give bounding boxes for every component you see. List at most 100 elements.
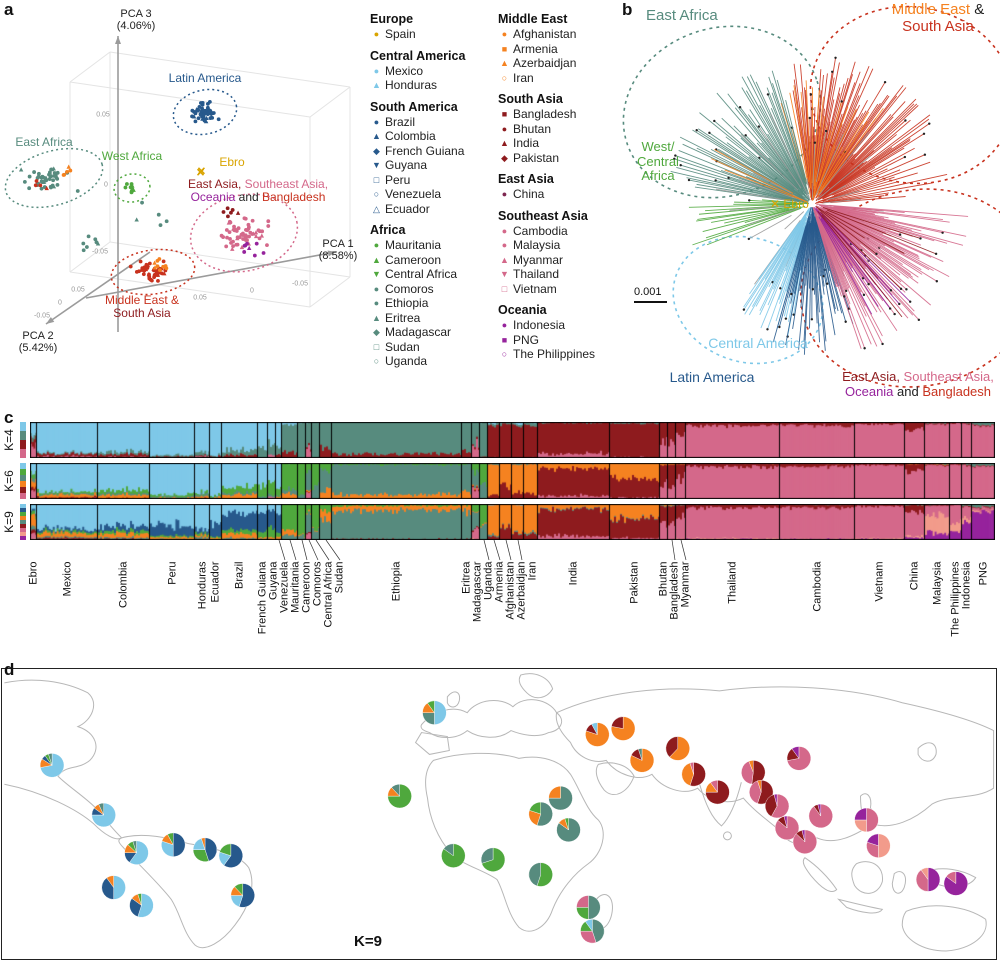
circle-marker-icon: ● (501, 320, 508, 330)
legend-item-label: India (513, 136, 540, 150)
legend-item: ● Indonesia (498, 318, 595, 333)
world-map (4, 673, 995, 952)
circle-marker-icon: ● (373, 65, 380, 76)
legend-item-label: China (513, 187, 545, 201)
triangle-down-marker-icon: ▼ (500, 269, 509, 279)
pie-chart-mexico (39, 753, 65, 778)
pie-chart-china (786, 746, 811, 771)
pie-chart-vietnam (808, 803, 833, 829)
legend-item-label: Iran (513, 70, 534, 85)
square-marker-icon: ■ (501, 43, 508, 54)
pie-chart-myanmar (765, 793, 790, 819)
legend-item-label: Central Africa (385, 267, 458, 281)
triangle-open-marker-icon: △ (373, 203, 380, 214)
legend-item-label: Mexico (385, 63, 424, 78)
pie-chart-armenia (585, 722, 610, 747)
legend-item-label: Madagascar (385, 325, 452, 339)
legend-group-title: Oceania (498, 303, 547, 317)
pca-cluster-gold (196, 167, 205, 176)
legend-group-east-asia: East Asia ● China (498, 172, 595, 202)
panel-label-b: b (622, 0, 633, 19)
circle-marker-icon: ● (373, 29, 380, 39)
pie-chart-bhutan (741, 760, 766, 785)
k-components-strip (20, 422, 26, 458)
triangle-marker-icon: ▲ (372, 131, 381, 141)
pca-plot (4, 36, 351, 332)
pie-chart-pakistan (681, 762, 706, 787)
tree-branch-group-orange (780, 80, 884, 201)
country-label: Iran (526, 561, 539, 581)
panel-label-a: a (4, 0, 14, 19)
legend-item-label: Sudan (385, 339, 420, 354)
tree-branch-group-darkblue (772, 207, 854, 355)
country-label: Malaysia (931, 561, 943, 605)
pie-chart-brazil (230, 883, 255, 908)
legend-item: ● Afghanistan (498, 27, 595, 42)
pca-cluster-magenta (242, 241, 266, 258)
legend-group-title: Southeast Asia (498, 208, 588, 223)
country-label: PNG (977, 561, 989, 586)
triangle-marker-icon: ▲ (372, 80, 381, 90)
pie-chart-guyana (192, 837, 218, 862)
triangle-marker-icon: ▲ (500, 254, 509, 265)
country-label: Mexico (61, 561, 73, 597)
circle-marker-icon: ● (501, 189, 508, 199)
pie-chart-png (943, 871, 968, 896)
triangle-down-marker-icon: ▼ (372, 160, 381, 170)
legend-group-south-asia: South Asia ■ Bangladesh ● Bhutan ▲ India ◆ Pakis… (498, 92, 595, 165)
circle-marker-icon: ● (373, 298, 380, 308)
country-label: Myanmar (679, 561, 692, 608)
legend-group-south-america: South America ● Brazil ▲ Colombia ◆ French Gui… (370, 100, 465, 217)
pie-chart-india (705, 780, 730, 805)
legend: Europe ● Spain Central America ● Mexico ▲ Hondu… (368, 12, 620, 410)
pie-chart-sudan (528, 801, 553, 827)
pie-chart-colombia (124, 840, 149, 865)
country-label: Colombia (117, 561, 130, 608)
country-label: Sudan (333, 561, 346, 594)
pie-chart-mauritania (387, 784, 412, 809)
legend-item: ◆ Pakistan (498, 151, 595, 166)
legend-item: ▼ Thailand (498, 267, 595, 282)
legend-item-label: Venezuela (385, 187, 442, 201)
pie-chart-comoros (576, 895, 601, 920)
legend-item: ■ Bangladesh (498, 107, 595, 122)
legend-group-middle-east: Middle East ● Afghanistan ■ Armenia ▲ Azerbaid… (498, 12, 595, 85)
legend-item-label: Mauritania (385, 238, 442, 252)
square-open-marker-icon: □ (373, 341, 380, 352)
legend-item: □ Vietnam (498, 282, 595, 297)
legend-item-label: Bangladesh (513, 107, 577, 121)
legend-item-label: PNG (513, 332, 540, 347)
legend-group-africa: Africa ● Mauritania ▲ Cameroon ▼ Central Afric… (370, 223, 465, 369)
circle-open-marker-icon: ○ (373, 189, 380, 199)
circle-marker-icon: ● (501, 123, 508, 134)
legend-item-label: Vietnam (513, 281, 557, 296)
legend-item: □ Peru (370, 173, 465, 188)
pca-cluster-darkblue (190, 99, 221, 124)
tree-branch-group-darkred (815, 206, 938, 318)
k-components-strip (20, 463, 26, 499)
pie-chart-cambodia (792, 829, 817, 854)
legend-column-1: Europe ● Spain Central America ● Mexico ▲ Hondu… (370, 12, 465, 376)
legend-item-label: Pakistan (513, 150, 560, 165)
country-label: Ebro (27, 561, 39, 585)
pie-chart-the-philippines (854, 807, 879, 833)
legend-group-europe: Europe ● Spain (370, 12, 465, 42)
legend-item: ▲ India (498, 136, 595, 151)
tree-panel: 0.001 East Africa Middle East & South Asia… (620, 0, 1000, 412)
legend-item-label: Spain (385, 27, 416, 41)
pca-cluster-teal (134, 200, 169, 228)
circle-marker-icon: ● (501, 29, 508, 39)
pie-chart-eritrea (548, 785, 573, 811)
pie-chart-spain (422, 700, 447, 725)
circle-open-marker-icon: ○ (373, 356, 380, 366)
legend-item: ■ Armenia (498, 42, 595, 57)
legend-item: ▲ Colombia (370, 129, 465, 144)
legend-group-title: Middle East (498, 12, 568, 26)
legend-group-central-america: Central America ● Mexico ▲ Honduras (370, 49, 465, 93)
legend-item: ● Spain (370, 27, 465, 42)
legend-item: ▲ Cameroon (370, 253, 465, 268)
k-row-label: K=9 (2, 511, 16, 533)
legend-item: ● Ethiopia (370, 296, 465, 311)
tree-branch-group-pink (812, 203, 969, 350)
legend-item: ● Cambodia (498, 224, 595, 239)
